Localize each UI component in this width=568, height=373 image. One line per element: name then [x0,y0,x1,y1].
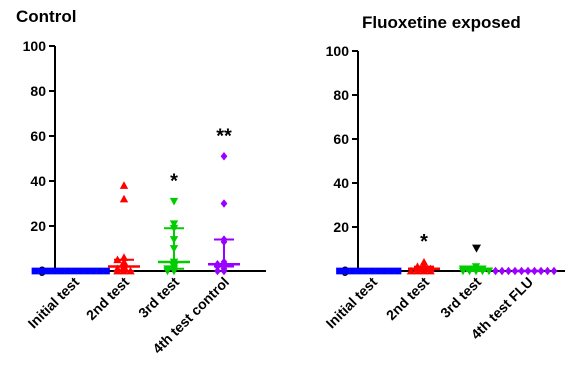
series-2nd-test [108,181,140,275]
data-point [31,267,39,275]
series-initial-test [31,267,110,275]
y-tick-label: 40 [333,175,349,191]
data-point [214,266,221,276]
significance-label: * [420,231,428,253]
data-point [169,197,179,206]
data-point [220,152,228,161]
data-point [51,267,58,275]
chart-title: Fluoxetine exposed [362,13,521,32]
data-point [336,267,343,275]
data-point [349,267,356,275]
y-tick-label: 20 [30,218,46,234]
y-tick-label: 20 [333,219,349,235]
significance-label: * [170,170,178,192]
y-tick-label: 60 [333,131,349,147]
data-point [419,258,429,266]
data-point [550,266,558,276]
y-tick-label: 60 [30,128,46,144]
x-tick-label: 3rd test [135,274,182,321]
significance-label: ** [216,125,232,147]
x-tick-label: Initial test [25,274,83,332]
y-tick-label: 80 [333,87,349,103]
y-tick-label: 40 [30,173,46,189]
y-tick-label: 80 [30,83,46,99]
y-tick-label: 100 [23,38,47,54]
x-tick-label: Initial test [323,274,381,332]
data-point [492,266,499,276]
data-point [103,267,110,275]
panel-2: Fluoxetine exposed020406080100Initial te… [323,13,565,342]
data-point [544,266,551,276]
series-4th-test-flu [492,266,558,276]
series-4th-test-control: ** [208,125,240,276]
x-tick-label: 2nd test [83,274,133,324]
series-2nd-test: * [406,231,440,275]
data-point [394,267,402,275]
data-point [505,266,512,276]
data-point [96,267,104,275]
x-tick-label: 2nd test [383,274,433,324]
data-point [44,267,52,275]
data-point [498,266,506,276]
data-point [388,267,395,275]
data-point [90,267,97,275]
data-point [220,199,228,208]
data-point [220,266,228,276]
data-point [119,194,129,203]
data-point [169,220,179,228]
data-point [406,266,416,275]
data-point [38,267,45,275]
x-tick-label: 3rd test [437,274,484,321]
series-3rd-test [458,244,494,276]
y-tick-label: 100 [326,43,350,59]
data-point [119,181,129,189]
series-3rd-test: * [158,170,190,276]
series-initial-test [336,267,402,275]
significance-mark [472,244,481,253]
data-point [342,267,350,275]
chart-title: Control [16,7,76,26]
